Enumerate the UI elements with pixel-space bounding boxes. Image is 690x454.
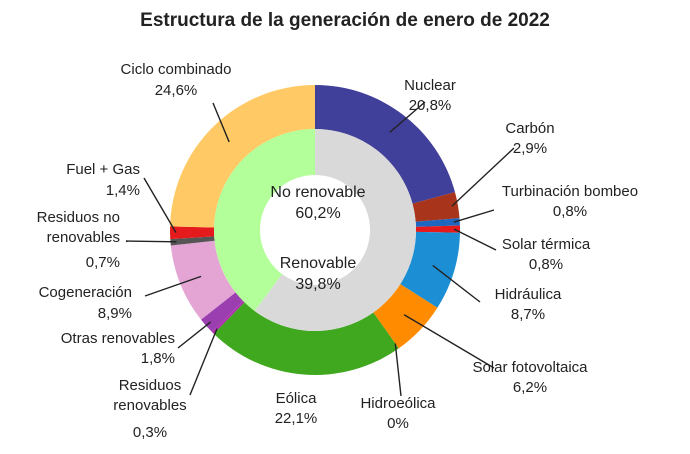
label-otras-renovables-value: 1,8% [141, 350, 175, 367]
label-hidraulica-name: Hidráulica [495, 286, 562, 303]
leader-turbinacion-bombeo [453, 209, 495, 223]
label-turbinacion-bombeo: Turbinación bombeo 0,8% [502, 183, 638, 220]
leader-hidraulica [432, 264, 481, 303]
label-hidraulica-value: 8,7% [511, 306, 545, 323]
label-cogeneracion: Cogeneración 8,9% [39, 284, 132, 322]
label-residuos-renovables: Residuos renovables 0,3% [113, 377, 186, 441]
label-otras-renovables: Otras renovables 1,8% [61, 330, 175, 367]
slice-solar-termica [415, 225, 460, 233]
label-solar-termica-name: Solar térmica [502, 236, 591, 253]
label-no-renovable-name: No renovable [270, 184, 365, 201]
label-solar-fotovoltaica-name: Solar fotovoltaica [472, 359, 588, 376]
label-residuos-renovables-name: Residuos [119, 377, 182, 394]
label-hidroeolica: Hidroeólica 0% [360, 395, 436, 432]
label-nuclear-value: 20,8% [409, 97, 452, 114]
slice-eolica [213, 302, 399, 376]
label-cogeneracion-name: Cogeneración [39, 284, 132, 301]
inner-ring [214, 129, 417, 332]
leader-solar-termica [453, 228, 497, 251]
label-residuos-renovables-name: renovables [113, 397, 186, 414]
leader-nuclear [389, 101, 426, 133]
slice-carbon [412, 192, 460, 222]
label-solar-termica-value: 0,8% [529, 256, 563, 273]
slice-residuos-renovables [211, 300, 245, 334]
label-fuel-gas: Fuel + Gas 1,4% [66, 161, 140, 199]
slice-fuel-gas [170, 226, 215, 240]
outer-ring [170, 85, 460, 376]
label-renovable-name: Renovable [280, 255, 357, 272]
label-nuclear: Nuclear 20,8% [404, 77, 456, 114]
label-otras-renovables-name: Otras renovables [61, 330, 175, 347]
leader-lines [125, 101, 515, 397]
label-turbinacion-bombeo-value: 0,8% [553, 203, 587, 220]
label-eolica-value: 22,1% [275, 410, 318, 427]
label-hidroeolica-name: Hidroeólica [360, 395, 436, 412]
slice-otras-renovables [200, 292, 244, 332]
slice-turbinacion-bombeo [415, 218, 460, 227]
label-hidraulica: Hidráulica 8,7% [495, 286, 562, 323]
slice-labels: Nuclear 20,8% Carbón 2,9% Turbinación bombeo… [37, 61, 638, 441]
label-fuel-gas-name: Fuel + Gas [66, 161, 140, 178]
label-solar-fotovoltaica: Solar fotovoltaica 6,2% [472, 359, 588, 396]
label-hidroeolica-value: 0% [387, 415, 409, 432]
label-cogeneracion-value: 8,9% [98, 305, 132, 322]
label-no-renovable-value: 60,2% [295, 205, 340, 222]
label-carbon-name: Carbón [505, 120, 554, 137]
label-ciclo-combinado: Ciclo combinado 24,6% [121, 61, 232, 99]
label-solar-fotovoltaica-value: 6,2% [513, 379, 547, 396]
leader-ciclo-combinado [212, 102, 230, 143]
slice-cogeneracion [170, 240, 236, 320]
leader-cogeneracion [144, 275, 202, 297]
label-residuos-no-renovables-name: Residuos no [37, 209, 120, 226]
leader-solar-fotovoltaica [403, 314, 495, 369]
leader-fuel-gas [143, 177, 177, 233]
label-carbon-value: 2,9% [513, 140, 547, 157]
slice-residuos-no-renovables [170, 236, 215, 246]
leader-residuos-renovables [189, 328, 218, 396]
slice-no-renovable [254, 129, 417, 332]
label-solar-termica: Solar térmica 0,8% [502, 236, 591, 273]
label-renovable-value: 39,8% [295, 276, 340, 293]
slice-nuclear [315, 85, 455, 204]
label-eolica: Eólica 22,1% [275, 390, 318, 427]
leader-carbon [451, 147, 515, 207]
label-residuos-no-renovables-value: 0,7% [86, 254, 120, 271]
label-carbon: Carbón 2,9% [505, 120, 554, 157]
slice-hidraulica [400, 231, 460, 308]
label-nuclear-name: Nuclear [404, 77, 456, 94]
slice-renovable [214, 129, 315, 311]
label-ciclo-combinado-value: 24,6% [155, 82, 198, 99]
leader-hidroeolica [394, 343, 402, 397]
leader-residuos-no-renovables [125, 240, 177, 243]
label-residuos-no-renovables: Residuos no renovables 0,7% [37, 209, 120, 271]
leader-otras-renovables [177, 321, 212, 349]
label-residuos-no-renovables-name: renovables [47, 229, 120, 246]
label-ciclo-combinado-name: Ciclo combinado [121, 61, 232, 78]
label-turbinacion-bombeo-name: Turbinación bombeo [502, 183, 638, 200]
slice-ciclo-combinado [170, 85, 315, 228]
label-eolica-name: Eólica [276, 390, 318, 407]
label-fuel-gas-value: 1,4% [106, 182, 140, 199]
chart-title: Estructura de la generación de enero de … [140, 10, 550, 31]
inner-ring-labels: No renovable 60,2% Renovable 39,8% [270, 184, 365, 293]
label-residuos-renovables-value: 0,3% [133, 424, 167, 441]
